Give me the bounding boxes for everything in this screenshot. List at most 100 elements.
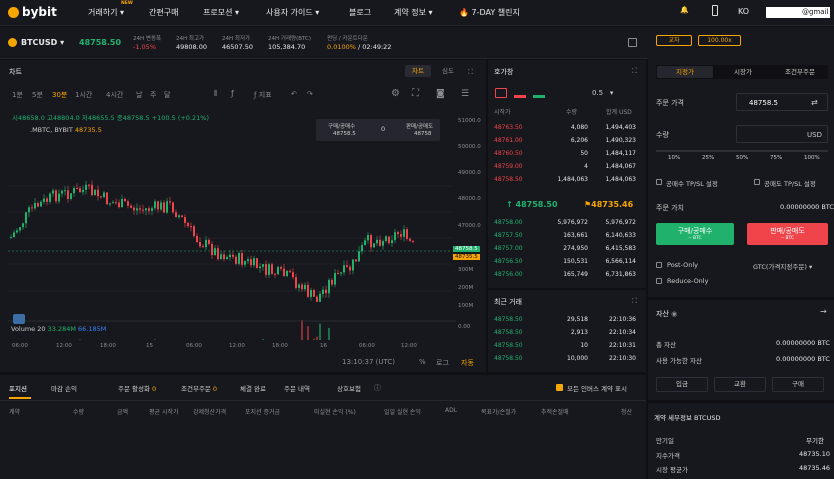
bell-icon[interactable]: 🔔 bbox=[680, 6, 689, 14]
arrow-right-icon[interactable]: → bbox=[820, 307, 827, 316]
price-swap-icon[interactable]: ⇄ bbox=[811, 98, 818, 107]
nav-promo[interactable]: 프로모션 ▾ bbox=[203, 8, 240, 17]
info-icon[interactable]: ⓘ bbox=[374, 384, 381, 392]
pct-0[interactable]: 10% bbox=[668, 155, 681, 161]
expand-icon[interactable]: ⛶ bbox=[468, 68, 473, 76]
camera-icon[interactable]: ◙ bbox=[436, 89, 445, 99]
orderbook-row[interactable]: 48757.50 163,661 6,140,633 bbox=[488, 230, 638, 242]
indicator-button[interactable]: ƒ 지표 bbox=[254, 91, 272, 99]
quick-buy-label[interactable]: 구매/공매수 bbox=[328, 124, 356, 130]
buy-button[interactable]: 구매/공매수 -- BTC bbox=[656, 223, 734, 245]
pct-2[interactable]: 50% bbox=[736, 155, 749, 161]
undo-icon[interactable]: ↶ bbox=[291, 90, 297, 98]
account-email[interactable]: @gmail bbox=[766, 7, 830, 18]
quick-qty[interactable]: 0 bbox=[381, 125, 386, 133]
language-selector[interactable]: KO bbox=[738, 7, 750, 16]
nav-buy[interactable]: 간편구매 bbox=[149, 8, 179, 17]
exchange-button[interactable]: 교환 bbox=[714, 377, 766, 392]
nav-guide[interactable]: 사용자 가이드 ▾ bbox=[266, 8, 320, 17]
redo-icon[interactable]: ↷ bbox=[307, 90, 313, 98]
precision-select[interactable]: 0.5 ▾ bbox=[592, 89, 614, 97]
interval-7[interactable]: 달 bbox=[164, 91, 171, 99]
expand-icon[interactable]: ⛶ bbox=[632, 297, 637, 305]
position-tab-6[interactable]: 상호보험 bbox=[337, 385, 361, 393]
orderbook-row[interactable]: 48758.50 1,484,063 1,484,063 bbox=[488, 174, 638, 186]
interval-4[interactable]: 4시간 bbox=[106, 91, 124, 99]
tab-depth[interactable]: 심도 bbox=[442, 67, 454, 75]
leverage-button[interactable]: 100.00x bbox=[698, 35, 741, 46]
tradingview-icon[interactable] bbox=[13, 314, 25, 324]
orderbook-row[interactable]: 48760.50 50 1,484,117 bbox=[488, 148, 638, 160]
buy-crypto-button[interactable]: 구매 bbox=[772, 377, 824, 392]
show-all-checkbox[interactable] bbox=[556, 384, 563, 391]
pct-3[interactable]: 75% bbox=[770, 155, 783, 161]
reduce-only-checkbox[interactable] bbox=[656, 278, 662, 284]
nav-challenge[interactable]: 🔥 7-DAY 챌린지 bbox=[459, 8, 520, 17]
log-toggle[interactable]: 로그 bbox=[436, 359, 449, 367]
nav-blog[interactable]: 블로그 bbox=[349, 8, 372, 17]
tpsl-buy-checkbox[interactable] bbox=[656, 179, 662, 185]
position-tab-2[interactable]: 주문 활성화 0 bbox=[118, 385, 157, 393]
auto-toggle[interactable]: 자동 bbox=[461, 359, 474, 367]
pct-4[interactable]: 100% bbox=[804, 155, 820, 161]
price-chart[interactable] bbox=[0, 120, 486, 340]
show-all-label[interactable]: 모든 인버스 계약 표시 bbox=[567, 385, 628, 393]
interval-6[interactable]: 주 bbox=[150, 91, 157, 99]
tpsl-buy-label[interactable]: 공매수 TP/SL 설정 bbox=[666, 180, 718, 188]
price-input[interactable]: 48758.5 ⇄ bbox=[736, 93, 828, 111]
candles-icon[interactable]: ⫴ bbox=[214, 89, 218, 98]
position-tab-3[interactable]: 조건부주문 0 bbox=[181, 385, 218, 393]
indicator-icon[interactable]: ƒ bbox=[231, 89, 234, 98]
pct-1[interactable]: 25% bbox=[702, 155, 715, 161]
tab-limit[interactable]: 지정가 bbox=[657, 66, 713, 78]
interval-1[interactable]: 5분 bbox=[32, 91, 43, 99]
deposit-button[interactable]: 입금 bbox=[656, 377, 708, 392]
tif-select[interactable]: GTC(가격지정주문) ▾ bbox=[753, 263, 813, 271]
interval-0[interactable]: 1분 bbox=[12, 91, 23, 99]
position-tab-0[interactable]: 포지션 bbox=[9, 385, 27, 393]
post-only-label[interactable]: Post-Only bbox=[667, 261, 699, 269]
fullscreen-icon[interactable]: ⛶ bbox=[412, 88, 419, 99]
symbol-selector[interactable]: BTCUSD ▾ bbox=[21, 38, 65, 47]
book-both-icon[interactable] bbox=[495, 88, 507, 98]
tpsl-sell-checkbox[interactable] bbox=[754, 179, 760, 185]
orderbook-row[interactable]: 48761.00 6,206 1,490,323 bbox=[488, 135, 638, 147]
quick-sell-label[interactable]: 판매/공매도 bbox=[406, 124, 434, 130]
book-asks-icon[interactable] bbox=[514, 88, 526, 98]
margin-mode-button[interactable]: 교차 bbox=[656, 35, 692, 46]
orderbook-row[interactable]: 48756.00 165,749 6,731,863 bbox=[488, 269, 638, 281]
book-total: 1,484,067 bbox=[605, 163, 636, 170]
sliders-icon[interactable]: ☰ bbox=[461, 89, 470, 99]
orderbook-row[interactable]: 48763.50 4,080 1,494,403 bbox=[488, 122, 638, 134]
nav-contract[interactable]: 계약 정보 ▾ bbox=[394, 8, 433, 17]
layout-icon[interactable] bbox=[628, 38, 637, 47]
percent-toggle[interactable]: % bbox=[419, 358, 426, 366]
position-tab-4[interactable]: 체결 완료 bbox=[240, 385, 266, 393]
nav-trade[interactable]: 거래하기 ▾ bbox=[88, 8, 125, 17]
bybit-logo[interactable]: bybit bbox=[8, 5, 57, 19]
position-tab-5[interactable]: 주문 내역 bbox=[284, 385, 310, 393]
book-bids-icon[interactable] bbox=[533, 88, 545, 98]
sell-button[interactable]: 판매/공매도 -- BTC bbox=[747, 223, 828, 245]
settings-icon[interactable]: ⚙ bbox=[391, 88, 400, 99]
orderbook-row[interactable]: 48759.00 4 1,484,067 bbox=[488, 161, 638, 173]
quick-buy-price[interactable]: 48758.5 bbox=[333, 131, 356, 137]
mobile-icon[interactable] bbox=[712, 5, 718, 18]
position-tab-1[interactable]: 마감 손익 bbox=[51, 385, 77, 393]
quick-sell-price[interactable]: 48758 bbox=[414, 131, 432, 137]
interval-2[interactable]: 30분 bbox=[52, 91, 68, 99]
interval-5[interactable]: 날 bbox=[136, 91, 143, 99]
expand-icon[interactable]: ⛶ bbox=[632, 67, 637, 75]
interval-3[interactable]: 1시간 bbox=[75, 91, 93, 99]
tab-conditional[interactable]: 조건부주문 bbox=[785, 68, 815, 76]
qty-input[interactable]: USD bbox=[736, 125, 828, 143]
orderbook-row[interactable]: 48757.00 274,950 6,415,583 bbox=[488, 243, 638, 255]
reduce-only-label[interactable]: Reduce-Only bbox=[667, 277, 709, 285]
tab-chart[interactable]: 차트 bbox=[405, 65, 431, 77]
orderbook-row[interactable]: 48758.00 5,976,972 5,976,972 bbox=[488, 217, 638, 229]
tpsl-sell-label[interactable]: 공매도 TP/SL 설정 bbox=[764, 180, 816, 188]
post-only-checkbox[interactable] bbox=[656, 262, 662, 268]
qty-slider[interactable] bbox=[656, 150, 828, 152]
tab-market[interactable]: 시장가 bbox=[734, 68, 752, 76]
orderbook-row[interactable]: 48756.50 150,531 6,566,114 bbox=[488, 256, 638, 268]
